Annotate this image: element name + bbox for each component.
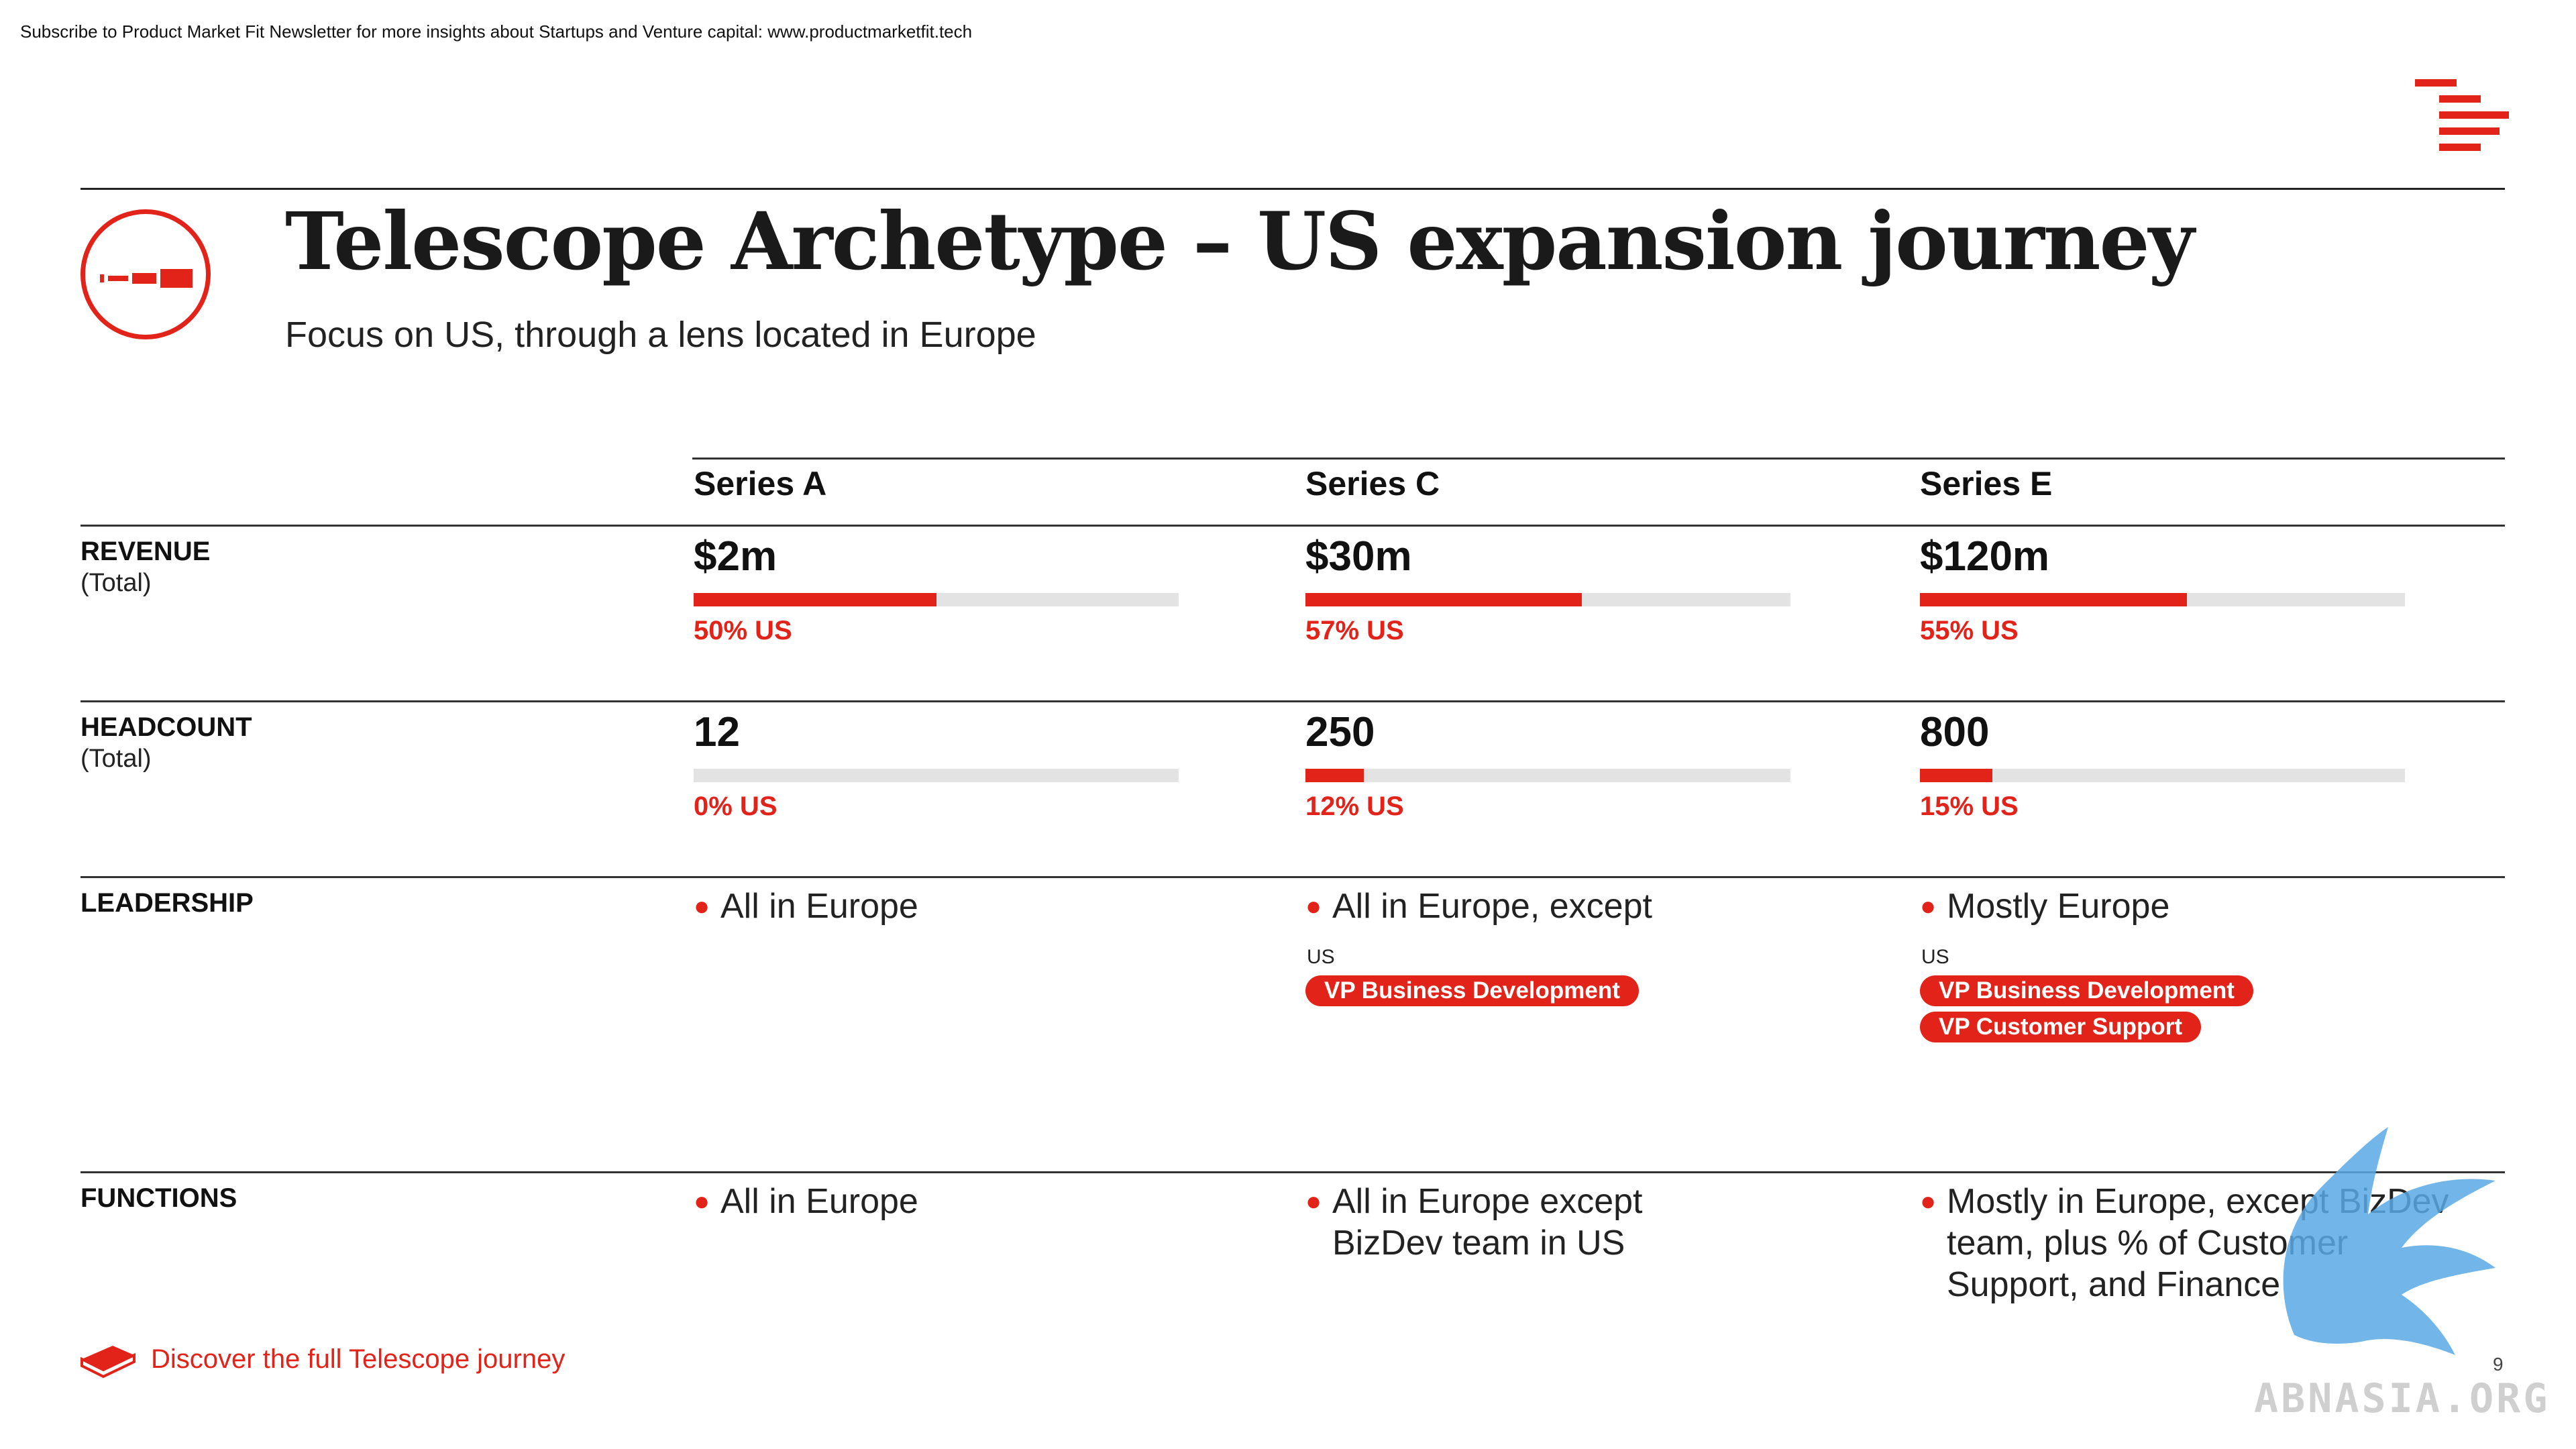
revenue-us-bar-series-e xyxy=(1920,593,2405,606)
functions-bullet-series-e: ● Mostly in Europe, except BizDev team, … xyxy=(1920,1181,2497,1315)
leadership-us-label-series-e: US xyxy=(1921,946,1949,968)
functions-bullet-series-c: ● All in Europe except BizDev team in US xyxy=(1305,1181,1882,1315)
headcount-us-fill-series-e xyxy=(1920,769,1993,782)
role-badge-vp-customer-support: VP Customer Support xyxy=(1920,1012,2202,1042)
row-label-leadership: LEADERSHIP xyxy=(80,888,254,918)
bullet-dot: ● xyxy=(1920,1187,1937,1216)
revenue-value-series-c: $30m xyxy=(1305,533,1412,580)
headcount-us-bar-series-a xyxy=(694,769,1179,782)
bullet-dot: ● xyxy=(1305,1187,1322,1216)
revenue-us-pct-series-a: 50% US xyxy=(694,616,792,645)
headcount-us-pct-series-a: 0% US xyxy=(694,792,777,821)
bullet-dot: ● xyxy=(1305,892,1322,921)
revenue-us-bar-series-c xyxy=(1305,593,1790,606)
leadership-text-series-e: Mostly Europe xyxy=(1947,887,2170,926)
row-divider-revenue xyxy=(80,525,2505,527)
revenue-us-pct-series-e: 55% US xyxy=(1920,616,2019,645)
newsletter-note: Subscribe to Product Market Fit Newslett… xyxy=(20,21,973,42)
headcount-us-pct-series-c: 12% US xyxy=(1305,792,1404,821)
headcount-us-bar-series-e xyxy=(1920,769,2405,782)
leadership-bullet-series-a: ● All in Europe xyxy=(694,885,1271,932)
functions-text-series-e: Mostly in Europe, except BizDev team, pl… xyxy=(1947,1182,2449,1304)
headcount-us-bar-series-c xyxy=(1305,769,1790,782)
revenue-value-series-a: $2m xyxy=(694,533,777,580)
bullet-dot: ● xyxy=(694,1187,710,1216)
leadership-us-label-series-c: US xyxy=(1307,946,1335,968)
leadership-bullet-series-e: ● Mostly Europe xyxy=(1920,885,2497,932)
row-divider-functions xyxy=(80,1171,2505,1173)
page-number: 9 xyxy=(2493,1354,2504,1375)
page-subtitle: Focus on US, through a lens located in E… xyxy=(285,315,1036,355)
row-sublabel-headcount: (Total) xyxy=(80,745,152,773)
row-label-headcount: HEADCOUNT xyxy=(80,712,252,742)
revenue-us-pct-series-c: 57% US xyxy=(1305,616,1404,645)
bullet-dot: ● xyxy=(1920,892,1937,921)
leadership-text-series-c: All in Europe, except xyxy=(1332,887,1652,926)
headcount-value-series-a: 12 xyxy=(694,709,740,755)
page-title: Telescope Archetype – US expansion journ… xyxy=(285,195,2194,288)
role-badge-vp-business-development: VP Business Development xyxy=(1920,975,2253,1006)
column-header-series-e: Series E xyxy=(1920,465,2053,502)
row-sublabel-revenue: (Total) xyxy=(80,569,152,597)
eagle-watermark-icon xyxy=(2283,1127,2496,1355)
revenue-us-fill-series-c xyxy=(1305,593,1582,606)
book-icon xyxy=(80,1346,136,1379)
telescope-logo xyxy=(80,209,211,339)
bullet-dot: ● xyxy=(694,892,710,921)
leadership-bullet-series-c: ● All in Europe, except xyxy=(1305,885,1882,932)
row-label-revenue: REVENUE xyxy=(80,537,211,566)
revenue-value-series-e: $120m xyxy=(1920,533,2050,580)
headcount-us-fill-series-c xyxy=(1305,769,1364,782)
column-header-divider xyxy=(692,458,2505,460)
telescope-icon xyxy=(100,269,193,288)
header-divider xyxy=(80,188,2505,190)
row-divider-leadership xyxy=(80,876,2505,878)
column-header-series-c: Series C xyxy=(1305,465,1440,502)
headcount-value-series-e: 800 xyxy=(1920,709,1990,755)
role-badge-vp-business-development: VP Business Development xyxy=(1305,975,1639,1006)
revenue-us-fill-series-e xyxy=(1920,593,2187,606)
revenue-us-fill-series-a xyxy=(694,593,936,606)
headcount-us-pct-series-e: 15% US xyxy=(1920,792,2019,821)
functions-text-series-c: All in Europe except BizDev team in US xyxy=(1332,1182,1643,1263)
row-label-functions: FUNCTIONS xyxy=(80,1183,237,1213)
revenue-us-bar-series-a xyxy=(694,593,1179,606)
column-header-series-a: Series A xyxy=(694,465,827,502)
functions-text-series-a: All in Europe xyxy=(720,1182,918,1221)
watermark-text: ABNASIA.ORG xyxy=(2254,1375,2551,1422)
leadership-text-series-a: All in Europe xyxy=(720,887,918,926)
headcount-value-series-c: 250 xyxy=(1305,709,1375,755)
brand-lines-icon xyxy=(2415,79,2509,153)
discover-journey-link[interactable]: Discover the full Telescope journey xyxy=(151,1344,566,1374)
functions-bullet-series-a: ● All in Europe xyxy=(694,1181,1271,1315)
row-divider-headcount xyxy=(80,700,2505,702)
